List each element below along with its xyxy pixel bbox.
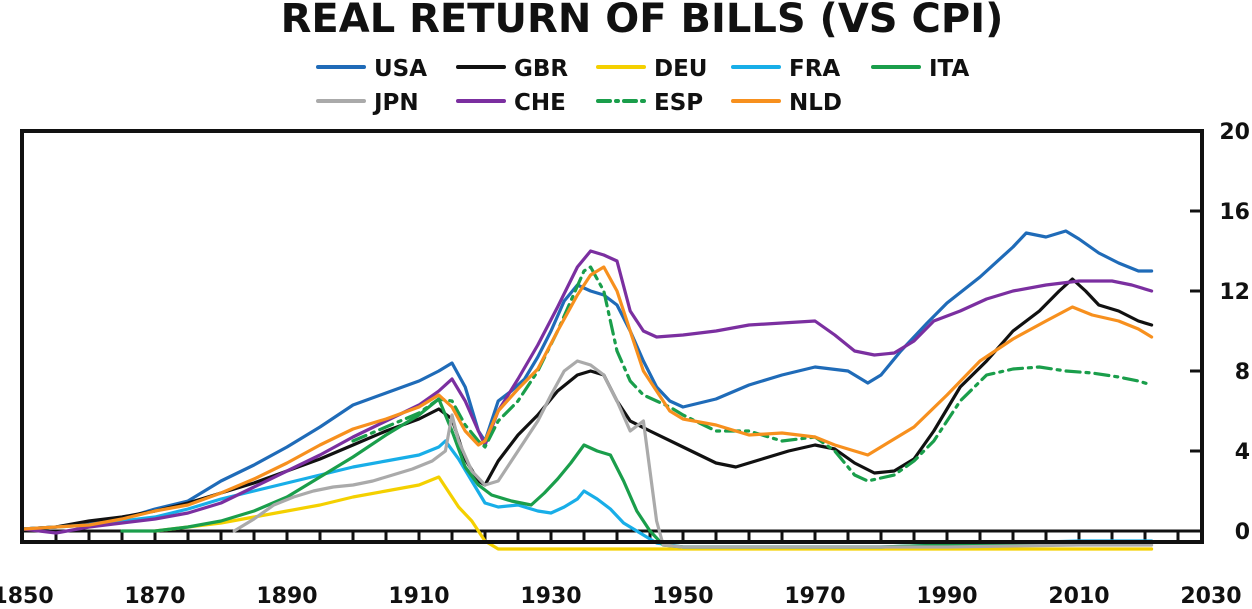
legend-label-esp: ESP	[654, 90, 703, 116]
y-tick-label: 16	[1219, 200, 1250, 225]
x-tick-label: 1950	[652, 584, 713, 609]
series-line-che	[21, 249, 1154, 535]
series-line-ita	[120, 397, 1154, 549]
x-tick-label: 1870	[124, 584, 185, 609]
legend-label-fra: FRA	[789, 56, 840, 82]
axis-layer: 1850 1870 1890 1910 1930 1950 1970 1990 2010 2030…	[0, 120, 1250, 609]
y-tick-label: 8	[1235, 360, 1250, 385]
legend-label-ita: ITA	[929, 56, 969, 82]
x-tick-label: 1850	[0, 584, 54, 609]
plot-frame	[20, 129, 1204, 544]
series-line-nld	[21, 265, 1154, 531]
chart-title: REAL RETURN OF BILLS (VS CPI)	[281, 0, 1004, 42]
x-tick-label: 1890	[256, 584, 317, 609]
legend-label-gbr: GBR	[514, 56, 568, 82]
y-tick-label: 12	[1219, 280, 1250, 305]
series-line-deu	[153, 475, 1154, 551]
legend: USA GBR DEU FRA ITA JPN CHE ESP NLD	[316, 56, 969, 116]
y-tick-label: 0	[1235, 520, 1250, 545]
legend-label-nld: NLD	[789, 90, 842, 116]
series-line-jpn	[232, 359, 1154, 549]
y-tick-label: 20	[1219, 120, 1250, 145]
series-line-esp	[351, 265, 1154, 483]
x-tick-label: 1990	[916, 584, 977, 609]
series-layer	[21, 229, 1154, 551]
y-tick-label: 4	[1235, 440, 1250, 465]
x-tick-label: 2030	[1180, 584, 1241, 609]
x-tick-label: 2010	[1048, 584, 1109, 609]
x-tick-label: 1910	[388, 584, 449, 609]
legend-label-jpn: JPN	[372, 90, 419, 116]
x-tick-label: 1930	[520, 584, 581, 609]
legend-label-usa: USA	[374, 56, 427, 82]
legend-label-che: CHE	[514, 90, 566, 116]
x-tick-label: 1970	[784, 584, 845, 609]
legend-label-deu: DEU	[654, 56, 707, 82]
